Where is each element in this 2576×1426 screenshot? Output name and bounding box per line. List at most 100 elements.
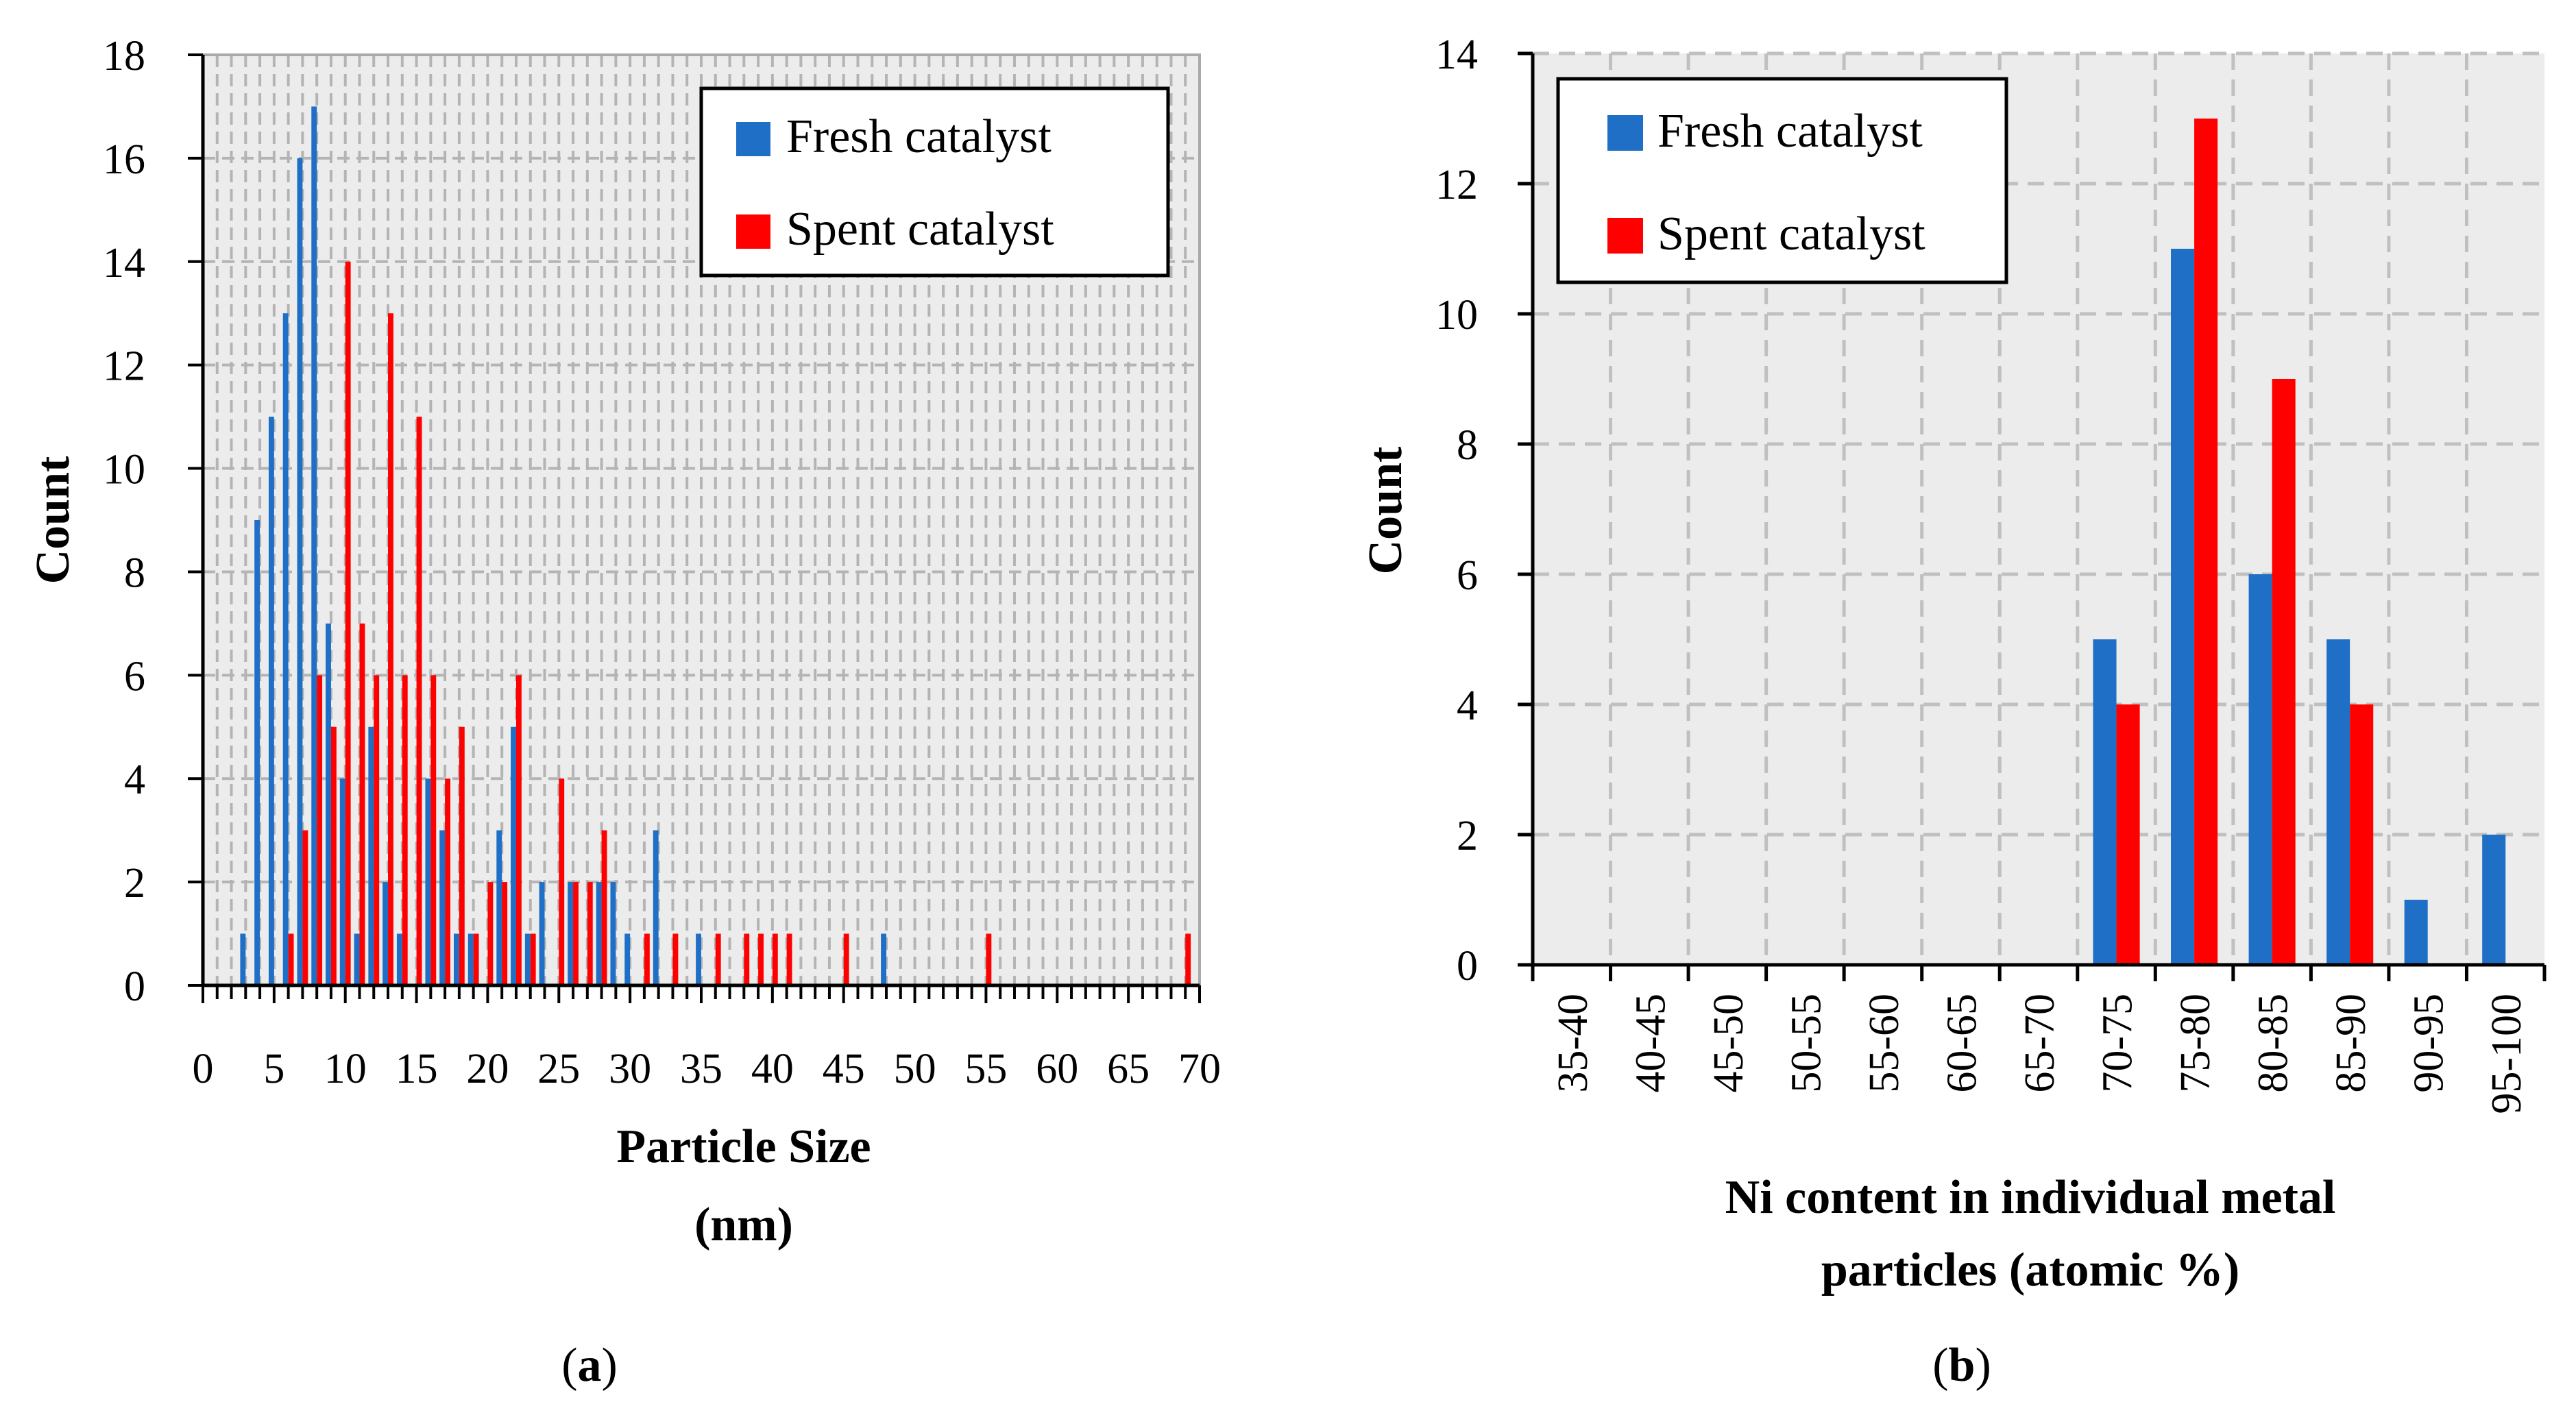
- grid-lines: [1533, 51, 2544, 965]
- x-tick-label: 5: [263, 1046, 284, 1092]
- x-tick-label: 55-60: [1861, 994, 1908, 1093]
- fresh-bar: [2171, 249, 2195, 965]
- bar-group: [240, 106, 1191, 985]
- x-tick-label: 40-45: [1627, 994, 1674, 1093]
- x-tick-label: 0: [193, 1046, 214, 1092]
- x-tick-label: 10: [324, 1046, 367, 1092]
- spent-bar: [601, 830, 607, 985]
- legend-swatch: [1607, 218, 1643, 254]
- spent-bar: [573, 882, 579, 985]
- spent-bar: [502, 882, 508, 985]
- y-tick-label: 10: [103, 447, 145, 493]
- x-tick-label: 65-70: [2017, 994, 2063, 1093]
- spent-bar: [772, 933, 778, 985]
- legend-swatch: [736, 214, 770, 249]
- spent-bar: [530, 933, 536, 985]
- fresh-bar: [297, 158, 303, 985]
- y-tick-label: 8: [124, 550, 145, 596]
- y-tick-label: 16: [103, 136, 145, 183]
- spent-bar: [1185, 933, 1191, 985]
- fresh-bar: [326, 623, 331, 985]
- legend-label: Spent catalyst: [1657, 208, 1925, 260]
- x-tick-label: 35-40: [1550, 994, 1596, 1093]
- fresh-bar: [467, 933, 474, 985]
- spent-bar: [388, 313, 393, 985]
- fresh-bar: [382, 882, 389, 985]
- x-axis-title: Particle Size: [616, 1120, 871, 1173]
- caption-a: (a): [561, 1339, 618, 1392]
- fresh-bar: [254, 520, 260, 985]
- spent-bar: [330, 726, 337, 985]
- legend-label: Fresh catalyst: [786, 110, 1052, 163]
- fresh-bar: [2326, 639, 2350, 965]
- legend-swatch: [736, 122, 770, 156]
- fresh-bar: [339, 778, 345, 985]
- bar-group: [2093, 119, 2506, 965]
- y-tick-label: 10: [1435, 292, 1478, 339]
- x-tick-label: 65: [1107, 1046, 1150, 1092]
- y-tick-label: 2: [124, 860, 145, 907]
- y-tick-label: 6: [124, 653, 145, 700]
- spent-bar: [430, 675, 437, 985]
- x-tick-label: 45-50: [1705, 994, 1752, 1093]
- legend-label: Fresh catalyst: [1657, 105, 1923, 158]
- fresh-bar: [881, 933, 887, 985]
- fresh-bar: [268, 417, 274, 985]
- y-tick-label: 12: [1435, 162, 1478, 208]
- fresh-bar: [354, 933, 360, 985]
- spent-bar: [744, 933, 750, 985]
- x-tick-label: 60: [1036, 1046, 1078, 1092]
- spent-bar: [2272, 379, 2296, 965]
- spent-bar: [302, 830, 308, 985]
- axes: 0 5 10 15 20 25 30 35 40 45 50 55 60 65 70 0 2 4 6 8 10 12 14 1…: [103, 33, 1221, 1092]
- fresh-bar: [653, 830, 659, 985]
- y-tick-label: 0: [124, 963, 145, 1010]
- spent-bar: [473, 933, 479, 985]
- spent-bar: [2350, 704, 2374, 965]
- fresh-bar: [511, 726, 516, 985]
- y-tick-label: 8: [1457, 422, 1478, 469]
- fresh-bar: [439, 830, 446, 985]
- x-tick-label: 30: [609, 1046, 651, 1092]
- x-tick-label: 80-85: [2250, 994, 2297, 1093]
- y-tick-label: 0: [1457, 943, 1478, 989]
- y-tick-label: 14: [103, 240, 145, 286]
- spent-bar: [715, 933, 721, 985]
- fresh-bar: [568, 882, 574, 985]
- y-tick-label: 4: [124, 757, 145, 803]
- spent-bar: [786, 933, 792, 985]
- y-tick-label: 18: [103, 33, 145, 79]
- spent-bar: [445, 778, 451, 985]
- fresh-bar: [2093, 639, 2117, 965]
- legend: Fresh catalyst Spent catalyst: [1556, 77, 2008, 284]
- panel-b-ni-content-histogram: 35-40 40-45 45-50 50-55 55-60 60-65 65-70 70-75…: [1359, 32, 2547, 1296]
- spent-bar: [843, 933, 849, 985]
- fresh-bar: [696, 933, 701, 985]
- axis-titles: Particle Size (nm) Count: [27, 456, 871, 1251]
- fresh-bar: [368, 726, 374, 985]
- x-tick-label: 70: [1178, 1046, 1221, 1092]
- y-axis-title: Count: [27, 456, 80, 585]
- fresh-bar: [2482, 835, 2506, 965]
- y-tick-label: 4: [1457, 683, 1478, 729]
- axis-titles: Ni content in individual metal particles …: [1359, 447, 2335, 1296]
- fresh-bar: [453, 933, 459, 985]
- x-tick-label: 40: [751, 1046, 794, 1092]
- x-axis-title-line-2: particles (atomic %): [1821, 1244, 2239, 1296]
- spent-bar: [374, 675, 380, 985]
- fresh-bar: [596, 882, 602, 985]
- y-tick-label: 14: [1435, 32, 1478, 78]
- spent-bar: [559, 778, 565, 985]
- x-tick-label: 20: [466, 1046, 509, 1092]
- x-tick-label: 15: [396, 1046, 438, 1092]
- fresh-bar: [311, 106, 317, 985]
- y-tick-label: 6: [1457, 552, 1478, 599]
- legend-box: [699, 86, 1170, 278]
- fresh-bar: [396, 933, 402, 985]
- fresh-bar: [539, 882, 545, 985]
- spent-bar: [2194, 119, 2218, 965]
- spent-bar: [317, 675, 323, 985]
- panel-a-particle-size-histogram: 0 5 10 15 20 25 30 35 40 45 50 55 60 65 70 0 2 4 6 8 10 12 14 1…: [27, 33, 1221, 1251]
- fresh-bar: [496, 830, 502, 985]
